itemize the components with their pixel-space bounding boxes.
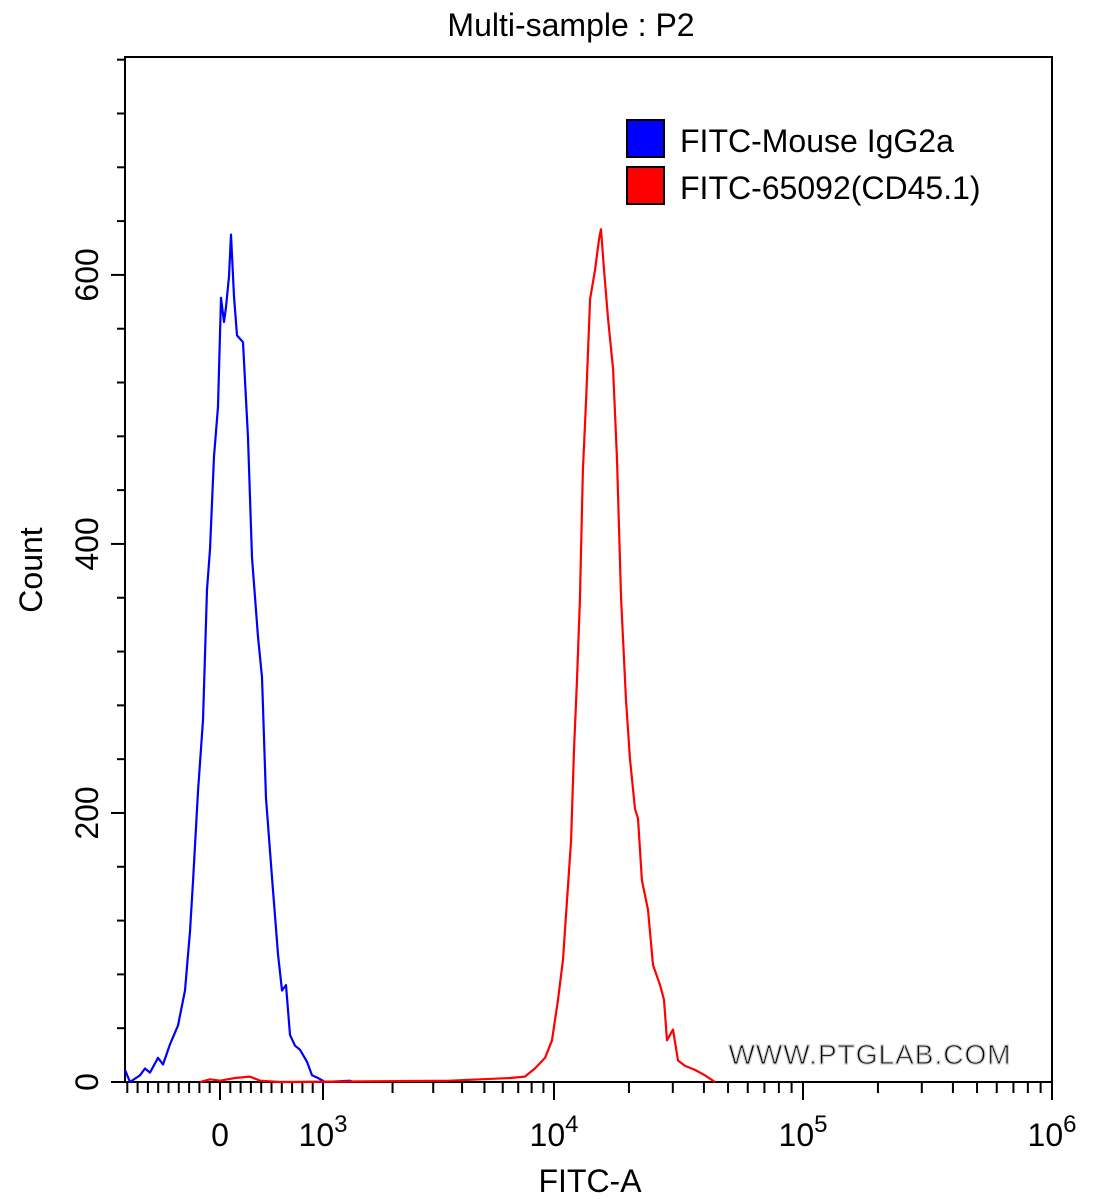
y-tick-label: 400 [69, 517, 105, 570]
x-axis: 0 103 104 105 106 [126, 1082, 1077, 1153]
y-tick-label: 0 [69, 1073, 105, 1091]
legend: FITC-Mouse IgG2a FITC-65092(CD45.1) [626, 119, 981, 206]
y-axis-label: Count [13, 527, 49, 613]
legend-swatch [626, 166, 665, 205]
x-tick-label: 103 [299, 1111, 348, 1153]
series-line [123, 233, 354, 1084]
y-tick-label: 200 [69, 786, 105, 839]
chart-title: Multi-sample : P2 [447, 7, 694, 43]
legend-label: FITC-Mouse IgG2a [680, 123, 954, 159]
y-tick-label: 600 [69, 248, 105, 301]
x-tick-label: 105 [779, 1111, 828, 1153]
x-tick-label: 106 [1028, 1111, 1077, 1153]
y-axis: 0 200 400 600 [69, 58, 125, 1091]
legend-item: FITC-Mouse IgG2a [626, 119, 954, 159]
series-lines [123, 228, 716, 1084]
x-tick-label: 104 [530, 1111, 579, 1153]
x-tick-label: 0 [211, 1117, 229, 1153]
legend-swatch [626, 119, 665, 158]
plot-frame [124, 56, 1053, 1083]
watermark: WWW.PTGLAB.COM [728, 1039, 1011, 1070]
legend-item: FITC-65092(CD45.1) [626, 166, 981, 206]
series-line [199, 228, 716, 1084]
x-axis-label: FITC-A [538, 1163, 642, 1199]
legend-label: FITC-65092(CD45.1) [680, 170, 981, 206]
